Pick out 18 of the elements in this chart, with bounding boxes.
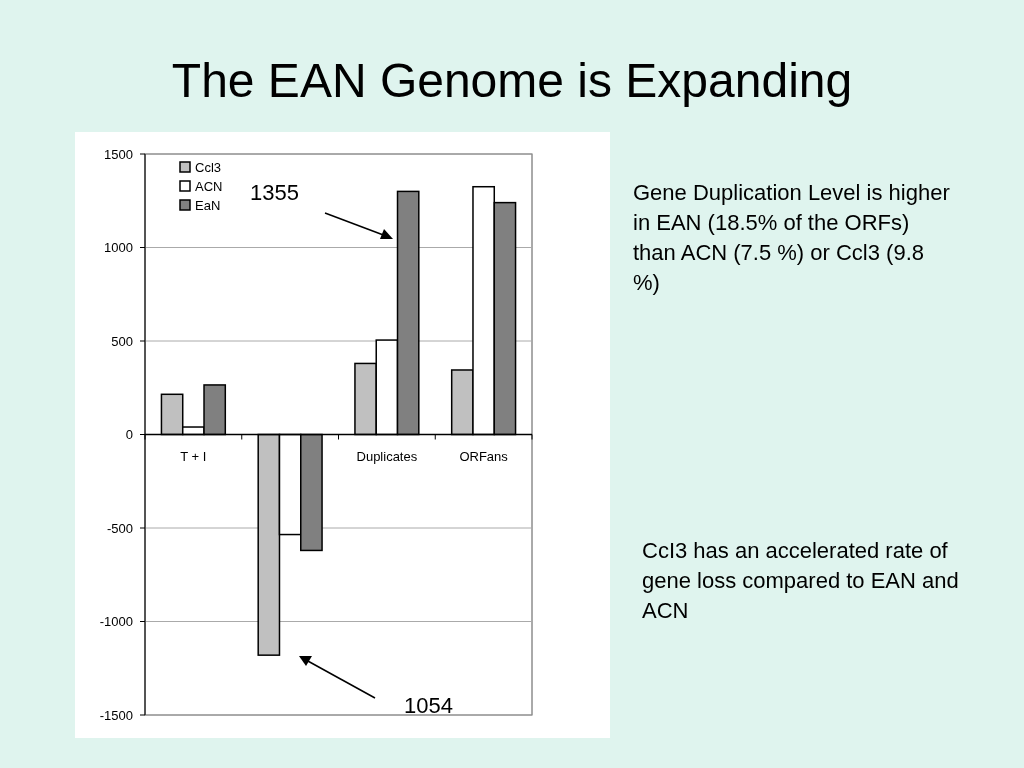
y-tick-label: -500 bbox=[106, 520, 133, 536]
y-tick-label: -1000 bbox=[99, 614, 133, 630]
chart-title: The EAN Genome is Expanding bbox=[171, 54, 853, 107]
y-tick-label: 500 bbox=[111, 333, 133, 349]
annotation: 1054 bbox=[404, 693, 453, 718]
annotation: 1355 bbox=[250, 180, 299, 205]
text: CcI3 has an accelerated rate of gene loss compared to EAN and ACN bbox=[642, 538, 959, 623]
legend-label: EaN bbox=[195, 197, 221, 213]
x-tick-label: T + I bbox=[180, 448, 207, 464]
x-tick-label: Duplicates bbox=[356, 448, 418, 464]
y-tick-label: -1500 bbox=[99, 707, 133, 723]
y-tick-label: 0 bbox=[125, 427, 133, 443]
legend-label: ACN bbox=[195, 178, 223, 194]
y-tick-label: 1000 bbox=[104, 240, 133, 256]
x-tick-label: ORFans bbox=[459, 448, 509, 464]
y-tick-label: 1500 bbox=[104, 146, 133, 162]
text: Gene Duplication Level is higher in EAN (18.5% of the ORFs) than ACN (7.5 %) or Ccl3 (9.8 %) bbox=[633, 180, 950, 295]
legend-label: Ccl3 bbox=[195, 159, 222, 175]
